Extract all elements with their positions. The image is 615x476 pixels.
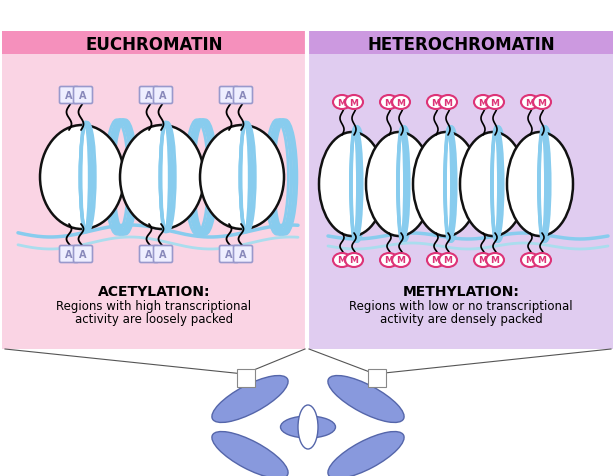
Text: M: M [491,256,499,265]
Text: Regions with low or no transcriptional: Regions with low or no transcriptional [349,299,573,312]
Bar [2,55,306,349]
Text: A: A [145,91,153,101]
Text: ACETYLATION:: ACETYLATION: [98,284,210,298]
Ellipse shape [333,96,351,110]
FancyBboxPatch shape [74,87,92,104]
FancyBboxPatch shape [234,246,253,263]
Ellipse shape [212,432,288,476]
Text: M: M [338,98,346,107]
Ellipse shape [280,416,336,438]
Ellipse shape [427,96,445,110]
Text: M: M [538,98,547,107]
Ellipse shape [413,133,479,237]
Text: M: M [384,98,394,107]
Text: M: M [384,256,394,265]
Ellipse shape [319,133,385,237]
Text: HETEROCHROMATIN: HETEROCHROMATIN [367,36,555,54]
Ellipse shape [533,96,551,110]
Ellipse shape [533,253,551,268]
Ellipse shape [333,253,351,268]
Text: A: A [79,249,87,259]
Text: M: M [432,256,440,265]
Ellipse shape [40,126,124,229]
Text: A: A [159,249,167,259]
Text: M: M [397,98,405,107]
Text: A: A [79,91,87,101]
Text: activity are loosely packed: activity are loosely packed [75,312,233,325]
Ellipse shape [380,96,398,110]
Ellipse shape [200,126,284,229]
Ellipse shape [328,376,404,423]
FancyBboxPatch shape [234,87,253,104]
Text: A: A [239,91,247,101]
Ellipse shape [392,96,410,110]
Ellipse shape [345,253,363,268]
Ellipse shape [120,126,204,229]
Text: A: A [239,249,247,259]
FancyBboxPatch shape [220,87,239,104]
Bar [368,369,386,387]
Text: M: M [432,98,440,107]
Text: M: M [443,256,453,265]
Ellipse shape [474,96,492,110]
Text: M: M [349,256,359,265]
Ellipse shape [366,133,432,237]
Text: activity are densely packed: activity are densely packed [379,312,542,325]
Ellipse shape [328,432,404,476]
Ellipse shape [486,253,504,268]
Bar [309,55,613,349]
Ellipse shape [427,253,445,268]
Ellipse shape [298,405,318,449]
Ellipse shape [439,253,457,268]
Ellipse shape [521,96,539,110]
FancyBboxPatch shape [60,246,79,263]
Bar [2,32,306,349]
Ellipse shape [392,253,410,268]
Bar [237,369,255,387]
Text: Regions with high transcriptional: Regions with high transcriptional [57,299,252,312]
FancyBboxPatch shape [140,87,159,104]
Bar [309,32,613,349]
Ellipse shape [439,96,457,110]
Text: M: M [443,98,453,107]
Text: A: A [65,249,73,259]
Ellipse shape [486,96,504,110]
Ellipse shape [212,376,288,423]
Ellipse shape [380,253,398,268]
Text: M: M [338,256,346,265]
FancyBboxPatch shape [74,246,92,263]
FancyBboxPatch shape [60,87,79,104]
Ellipse shape [460,133,526,237]
Text: M: M [491,98,499,107]
Ellipse shape [345,96,363,110]
Text: A: A [145,249,153,259]
FancyBboxPatch shape [140,246,159,263]
Text: M: M [349,98,359,107]
FancyBboxPatch shape [220,246,239,263]
Ellipse shape [474,253,492,268]
Text: A: A [65,91,73,101]
Text: M: M [397,256,405,265]
Ellipse shape [521,253,539,268]
Text: A: A [225,91,232,101]
Text: A: A [225,249,232,259]
Text: A: A [159,91,167,101]
FancyBboxPatch shape [154,246,172,263]
Text: M: M [538,256,547,265]
Ellipse shape [507,133,573,237]
Text: M: M [525,256,534,265]
Text: METHYLATION:: METHYLATION: [403,284,520,298]
Text: M: M [525,98,534,107]
FancyBboxPatch shape [154,87,172,104]
Text: M: M [478,256,488,265]
Text: M: M [478,98,488,107]
Text: EUCHROMATIN: EUCHROMATIN [85,36,223,54]
